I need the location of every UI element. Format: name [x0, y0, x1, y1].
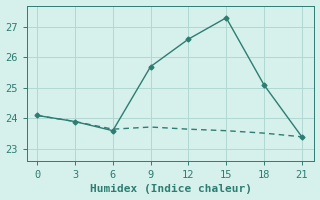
X-axis label: Humidex (Indice chaleur): Humidex (Indice chaleur) [90, 184, 252, 194]
